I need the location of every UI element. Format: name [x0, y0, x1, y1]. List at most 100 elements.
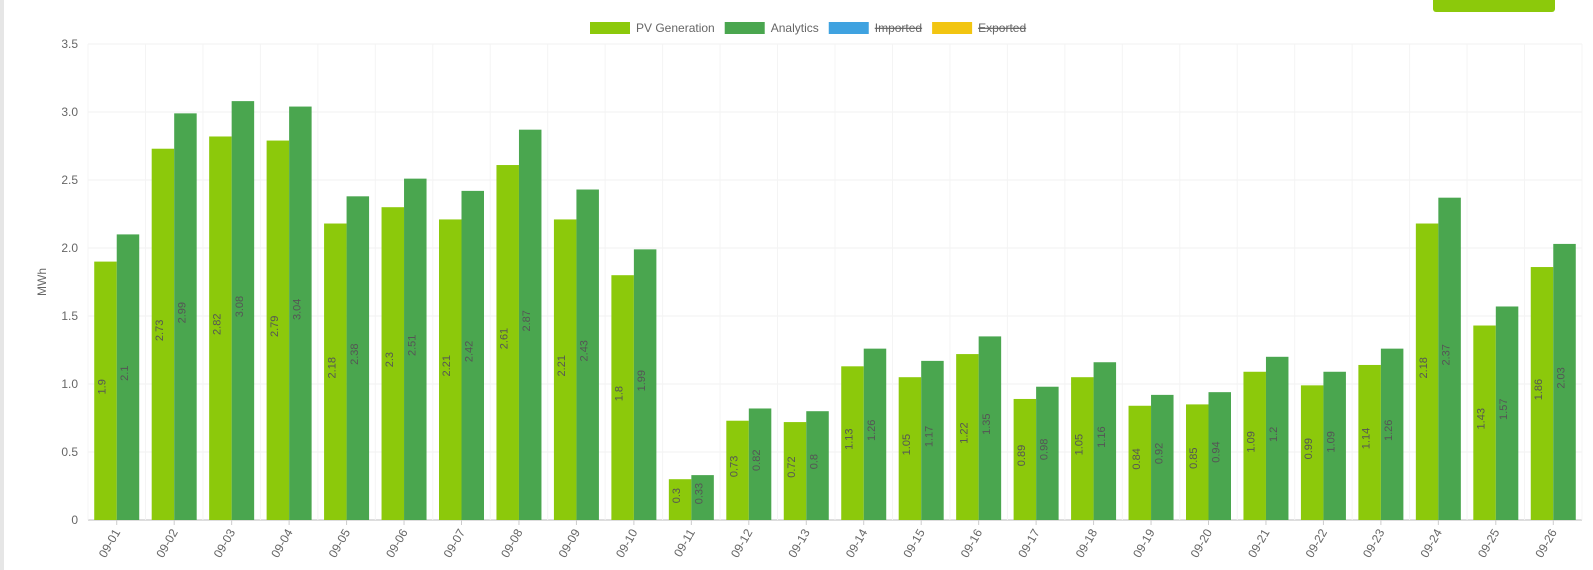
bar: [1473, 325, 1496, 520]
bar: [1323, 371, 1346, 520]
show-table-button[interactable]: [1433, 0, 1555, 12]
legend-swatch: [590, 22, 630, 34]
bar: [1093, 362, 1117, 520]
x-tick-label: 09-06: [383, 526, 411, 560]
x-tick-label: 09-15: [900, 526, 928, 560]
bar: [1358, 364, 1381, 520]
y-tick-label: 2.5: [61, 173, 78, 187]
y-tick-label: 0: [71, 513, 78, 527]
x-tick-label: 09-02: [153, 526, 181, 560]
x-tick-label: 09-07: [441, 526, 469, 560]
bar: [726, 420, 749, 520]
data-label: 2.87: [521, 310, 533, 331]
bar: [346, 196, 370, 520]
data-label: 0.73: [729, 456, 741, 477]
data-label: 1.26: [1383, 420, 1395, 441]
data-label: 0.8: [809, 454, 821, 469]
data-label: 0.85: [1188, 447, 1200, 468]
x-tick-label: 09-26: [1532, 526, 1560, 560]
bar: [611, 275, 634, 520]
x-tick-label: 09-25: [1475, 526, 1503, 560]
data-label: 1.22: [958, 422, 970, 443]
bar: [231, 101, 255, 521]
bar: [691, 475, 714, 520]
data-label: 0.98: [1038, 439, 1050, 460]
bar: [576, 189, 599, 520]
x-tick-label: 09-23: [1360, 526, 1388, 560]
bar: [1036, 386, 1059, 520]
bar: [783, 422, 807, 520]
bar: [1243, 371, 1266, 520]
data-label: 1.99: [636, 370, 648, 391]
bar: [1071, 377, 1094, 520]
x-tick-label: 09-17: [1015, 526, 1043, 560]
bar: [1415, 223, 1439, 520]
bar: [1380, 348, 1404, 520]
data-label: 1.57: [1498, 399, 1510, 420]
data-label: 2.73: [154, 320, 166, 341]
data-label: 1.14: [1361, 428, 1373, 449]
y-tick-label: 0.5: [61, 445, 78, 459]
data-label: 2.38: [349, 343, 361, 364]
x-tick-label: 09-12: [728, 526, 756, 560]
data-label: 0.72: [786, 456, 798, 477]
x-tick-label: 09-03: [211, 526, 239, 560]
bar: [381, 207, 405, 520]
data-label: 3.08: [234, 296, 246, 317]
x-tick-label: 09-10: [613, 526, 641, 560]
x-tick-label: 09-05: [326, 526, 354, 560]
data-label: 1.35: [981, 413, 993, 434]
data-label: 1.9: [96, 379, 108, 394]
data-label: 0.99: [1303, 438, 1315, 459]
bar: [1208, 392, 1231, 520]
y-tick-label: 2.0: [61, 241, 78, 255]
data-label: 1.05: [901, 434, 913, 455]
x-tick-label: 09-21: [1245, 526, 1273, 560]
data-label: 2.18: [1418, 357, 1430, 378]
data-label: 2.82: [211, 314, 223, 335]
bar: [553, 219, 577, 520]
bar: [1013, 398, 1037, 520]
x-tick-label: 09-13: [785, 526, 813, 560]
legend-swatch: [724, 22, 765, 34]
x-tick-label: 09-14: [843, 526, 871, 560]
data-label: 1.86: [1533, 379, 1545, 400]
data-label: 2.51: [406, 335, 418, 356]
bar: [518, 129, 542, 520]
data-label: 0.33: [694, 483, 706, 504]
bar: [668, 479, 692, 520]
bar: [116, 234, 140, 520]
bar: [841, 366, 864, 520]
bar: [461, 190, 484, 520]
x-tick-label: 09-09: [556, 526, 584, 560]
data-label: 0.94: [1211, 441, 1223, 462]
legend-label: Exported: [978, 21, 1026, 35]
y-tick-label: 3.0: [61, 105, 78, 119]
bar: [748, 408, 772, 520]
bar: [439, 219, 462, 520]
page-edge: [0, 0, 4, 570]
data-label: 1.09: [1326, 431, 1338, 452]
data-label: 1.2: [1268, 427, 1280, 442]
data-label: 2.18: [326, 357, 338, 378]
bar: [151, 148, 175, 520]
y-tick-label: 1.5: [61, 309, 78, 323]
data-label: 1.13: [843, 428, 855, 449]
x-tick-label: 09-20: [1188, 526, 1216, 560]
data-label: 1.17: [923, 426, 935, 447]
bar: [1128, 405, 1152, 520]
data-label: 0.92: [1153, 443, 1165, 464]
data-label: 1.05: [1073, 434, 1085, 455]
data-label: 0.82: [751, 450, 763, 471]
bar: [978, 336, 1002, 520]
data-label: 2.03: [1556, 367, 1568, 388]
data-label: 0.89: [1016, 445, 1028, 466]
data-label: 2.61: [499, 328, 511, 349]
legend-label: PV Generation: [636, 21, 715, 35]
y-tick-label: 3.5: [61, 37, 78, 51]
legend-label: Analytics: [771, 21, 819, 35]
data-label: 1.26: [866, 420, 878, 441]
data-label: 1.8: [614, 386, 626, 401]
data-label: 2.42: [464, 341, 476, 362]
